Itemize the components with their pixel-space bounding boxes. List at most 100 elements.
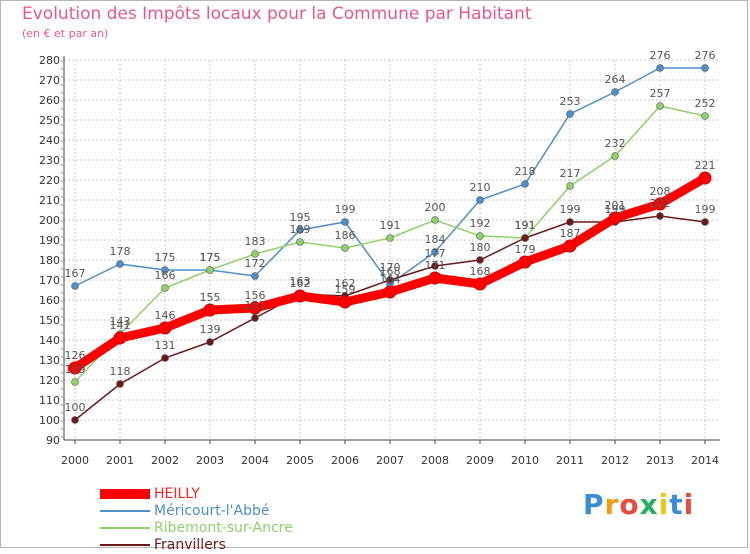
logo-letter: x <box>639 488 659 521</box>
data-point <box>521 234 529 242</box>
data-label: 192 <box>470 217 491 230</box>
data-point <box>71 282 79 290</box>
data-label: 186 <box>335 229 356 242</box>
data-point <box>68 361 82 375</box>
data-label: 178 <box>110 245 131 258</box>
x-tick-label: 2006 <box>331 454 359 467</box>
x-tick-label: 2011 <box>556 454 584 467</box>
data-point <box>71 378 79 386</box>
data-label: 119 <box>65 363 86 376</box>
data-label: 162 <box>290 277 311 290</box>
data-label: 179 <box>515 243 536 256</box>
legend-swatch <box>100 544 150 546</box>
data-point <box>611 152 619 160</box>
data-point <box>608 211 622 225</box>
data-label: 210 <box>470 181 491 194</box>
y-tick-label: 120 <box>39 374 60 387</box>
data-point <box>701 112 709 120</box>
data-point <box>656 102 664 110</box>
data-point <box>206 266 214 274</box>
chart-title: Evolution des Impôts locaux pour la Comm… <box>22 4 532 24</box>
data-label: 183 <box>245 235 266 248</box>
data-point <box>386 234 394 242</box>
x-tick-label: 2003 <box>196 454 224 467</box>
data-point <box>296 238 304 246</box>
data-point <box>476 196 484 204</box>
data-label: 175 <box>200 251 221 264</box>
data-label: 200 <box>425 201 446 214</box>
data-point <box>431 262 439 270</box>
y-tick-label: 260 <box>39 94 60 107</box>
data-point <box>653 197 667 211</box>
data-point <box>116 380 124 388</box>
data-label: 202 <box>650 197 671 210</box>
data-point <box>161 284 169 292</box>
data-point <box>566 182 574 190</box>
data-label: 221 <box>695 159 716 172</box>
data-label: 191 <box>515 219 536 232</box>
x-tick-label: 2008 <box>421 454 449 467</box>
data-label: 208 <box>650 185 671 198</box>
x-tick-label: 2009 <box>466 454 494 467</box>
x-tick-label: 2012 <box>601 454 629 467</box>
data-labels: 167 178 175 175 172 195 199 168 184 210 218 253 264 2… <box>65 49 716 414</box>
x-tick-label: 2007 <box>376 454 404 467</box>
data-point <box>476 232 484 240</box>
x-tick-label: 2004 <box>241 454 269 467</box>
data-point <box>203 303 217 317</box>
chart-subtitle: (en € et par an) <box>22 27 109 40</box>
data-point <box>701 218 709 226</box>
data-point <box>386 276 394 284</box>
y-tick-label: 200 <box>39 214 60 227</box>
data-point <box>656 64 664 72</box>
data-point <box>251 272 259 280</box>
data-point <box>656 212 664 220</box>
data-point <box>161 266 169 274</box>
data-label: 175 <box>200 251 221 264</box>
data-label: 199 <box>335 203 356 216</box>
data-label: 195 <box>290 211 311 224</box>
data-label: 126 <box>65 349 86 362</box>
data-label: 151 <box>245 299 266 312</box>
data-point <box>206 338 214 346</box>
y-tick-label: 240 <box>39 134 60 147</box>
data-label: 264 <box>605 73 626 86</box>
y-tick-label: 90 <box>46 434 60 447</box>
data-point <box>563 239 577 253</box>
data-label: 199 <box>560 203 581 216</box>
data-label: 276 <box>650 49 671 62</box>
logo-letter: r <box>604 488 620 521</box>
data-label: 164 <box>380 273 401 286</box>
data-label: 172 <box>245 257 266 270</box>
proxiti-logo: Proxiti <box>583 488 694 521</box>
y-tick-label: 100 <box>39 414 60 427</box>
logo-letter: i <box>683 488 695 521</box>
data-label: 184 <box>425 233 446 246</box>
data-point <box>161 354 169 362</box>
data-label: 218 <box>515 165 536 178</box>
data-label: 201 <box>605 199 626 212</box>
legend-swatch <box>100 510 150 512</box>
data-point <box>113 331 127 345</box>
data-point <box>428 271 442 285</box>
y-tick-label: 180 <box>39 254 60 267</box>
data-label: 170 <box>380 261 401 274</box>
data-label: 257 <box>650 87 671 100</box>
y-tick-label: 230 <box>39 154 60 167</box>
data-point <box>431 216 439 224</box>
data-label: 167 <box>65 267 86 280</box>
data-label: 191 <box>515 219 536 232</box>
data-label: 189 <box>290 223 311 236</box>
data-point <box>248 301 262 315</box>
data-label: 100 <box>65 401 86 414</box>
logo-letter: P <box>583 488 605 521</box>
data-label: 155 <box>200 291 221 304</box>
legend-swatch <box>100 489 150 499</box>
x-tick-label: 2010 <box>511 454 539 467</box>
y-tick-label: 210 <box>39 194 60 207</box>
data-label: 180 <box>470 241 491 254</box>
data-label: 199 <box>695 203 716 216</box>
grid <box>64 59 720 441</box>
